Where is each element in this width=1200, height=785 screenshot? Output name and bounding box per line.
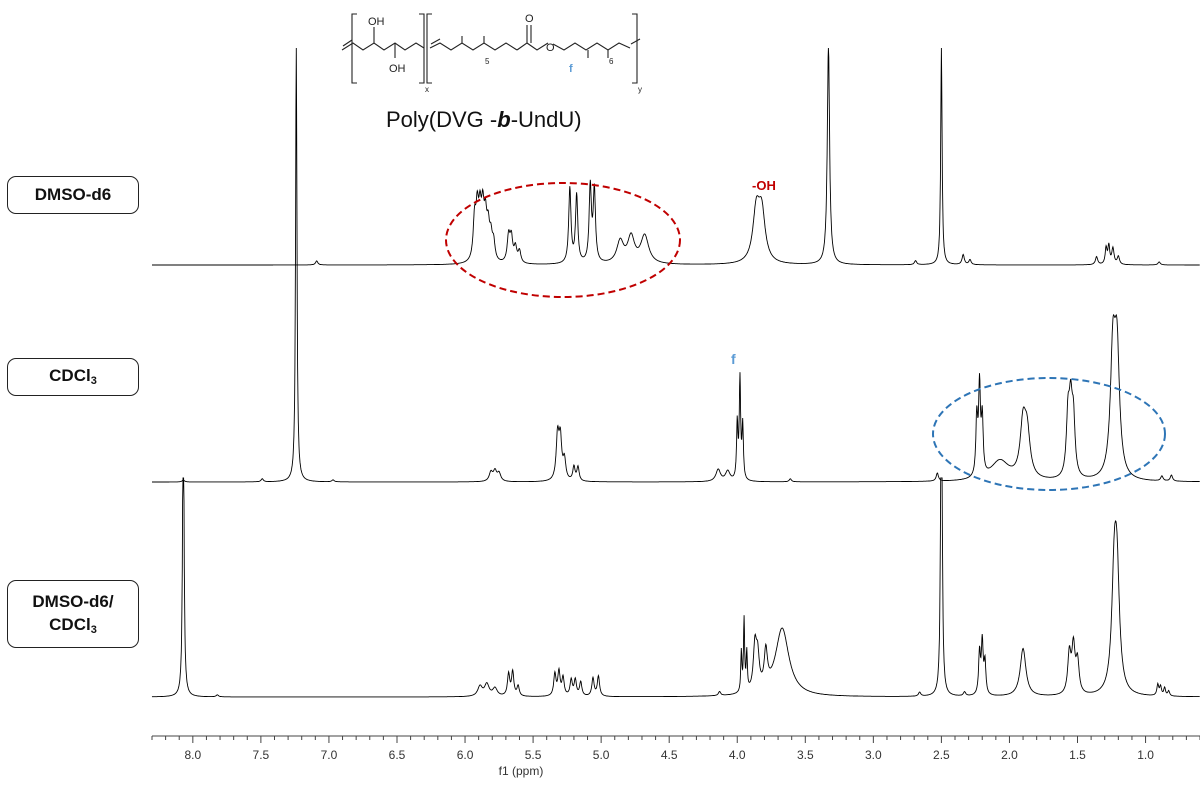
spectrum-trace-2 <box>152 47 1200 483</box>
solvent-label-cdcl3: CDCl3 <box>7 358 139 396</box>
x-tick-label: 5.0 <box>593 748 610 762</box>
spectrum-traces <box>151 47 1200 698</box>
polymer-name-prefix: Poly(DVG - <box>386 107 497 132</box>
x-tick-label: 6.0 <box>457 748 474 762</box>
polymer-name: Poly(DVG -b-UndU) <box>386 107 582 132</box>
x-axis-ticks: 8.0 7.5 7.0 6.5 6.0 5.5 5.0 4.5 4.0 3.5 3.0 2.5 2.0 1… <box>151 736 1200 762</box>
structure-oh-top: OH <box>368 16 385 28</box>
x-tick-label: 7.0 <box>321 748 338 762</box>
structure-oh-bottom: OH <box>389 63 406 75</box>
x-tick-label: 8.0 <box>184 748 201 762</box>
solvent-label-cdcl3-text: CDCl3 <box>49 366 97 388</box>
spectrum-trace-3 <box>151 477 1200 698</box>
x-tick-label: 2.5 <box>933 748 950 762</box>
f-annotation: f <box>731 351 736 367</box>
solvent-label-dmso-text: DMSO-d6 <box>34 184 112 204</box>
x-tick-label: 4.0 <box>729 748 746 762</box>
x-tick-label: 2.0 <box>1001 748 1018 762</box>
structure-o-carbonyl: O <box>525 13 534 25</box>
x-tick-label: 7.5 <box>253 748 270 762</box>
x-tick-label: 6.5 <box>389 748 406 762</box>
x-tick-label: 1.0 <box>1137 748 1154 762</box>
x-tick-label: 1.5 <box>1069 748 1086 762</box>
x-tick-label: 3.5 <box>797 748 814 762</box>
structure-sub-5: 5 <box>485 57 490 66</box>
structure-y-subscript: y <box>638 85 642 94</box>
red-highlight-ellipse <box>445 182 681 298</box>
x-tick-label: 3.0 <box>865 748 882 762</box>
structure-x-subscript: x <box>425 85 429 94</box>
x-tick-label: 4.5 <box>661 748 678 762</box>
spectrum-trace-1 <box>152 47 1200 266</box>
polymer-structure <box>341 13 641 84</box>
x-axis-title: f1 (ppm) <box>499 764 544 778</box>
x-tick-label: 5.5 <box>525 748 542 762</box>
structure-f-marker: f <box>569 63 573 75</box>
solvent-label-mixture: DMSO-d6/CDCl3 <box>7 580 139 648</box>
solvent-label-mixture-text: DMSO-d6/CDCl3 <box>32 591 114 636</box>
blue-highlight-ellipse <box>932 377 1166 491</box>
solvent-label-dmso: DMSO-d6 <box>7 176 139 214</box>
structure-sub-6: 6 <box>609 57 614 66</box>
structure-o-ester: O <box>546 42 555 54</box>
polymer-name-italic: b <box>497 107 510 132</box>
oh-annotation: -OH <box>752 178 776 193</box>
polymer-name-suffix: -UndU) <box>511 107 582 132</box>
